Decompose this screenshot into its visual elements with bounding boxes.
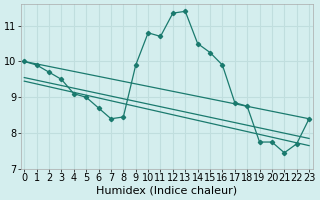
- X-axis label: Humidex (Indice chaleur): Humidex (Indice chaleur): [96, 186, 237, 196]
